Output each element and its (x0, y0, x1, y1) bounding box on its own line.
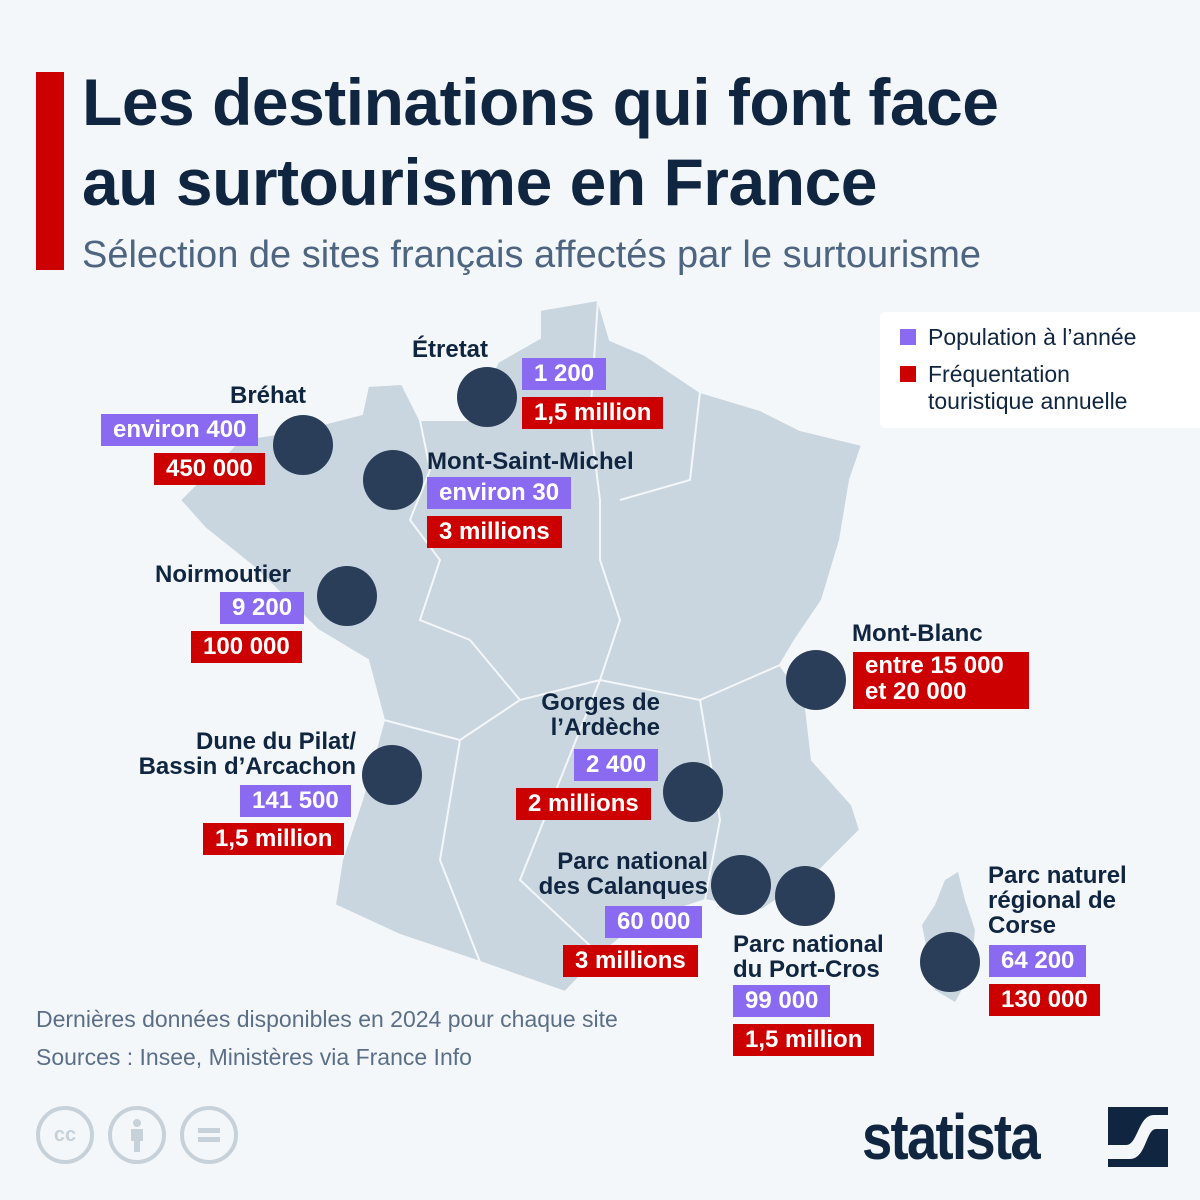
visitors-box: 1,5 million (203, 823, 345, 855)
attribution-icon[interactable] (108, 1106, 166, 1164)
site-name: Mont-Blanc (852, 620, 983, 647)
population-box: 64 200 (989, 945, 1087, 977)
visitors-box: 1,5 million (733, 1024, 875, 1056)
population-box: environ 30 (427, 477, 572, 509)
site-name: Parc national des Calanques (538, 848, 708, 900)
population-box: 60 000 (605, 906, 703, 938)
statista-wave-icon (1108, 1107, 1168, 1167)
page-title: Les destinations qui font face au surtour… (82, 62, 999, 222)
sources: Sources : Insee, Ministères via France I… (36, 1044, 472, 1070)
legend-swatch (900, 366, 916, 382)
visitors-box: entre 15 000 et 20 000 (853, 652, 1029, 709)
statista-logo[interactable]: statista (862, 1100, 1168, 1174)
title-line: au surtourisme en France (82, 145, 877, 219)
site-marker-etretat[interactable] (457, 367, 517, 427)
site-marker-mont-blanc[interactable] (786, 650, 846, 710)
visitors-box: 450 000 (154, 453, 265, 485)
visitors-box: 3 millions (427, 516, 562, 548)
legend: Population à l’année Fréquentation touri… (880, 312, 1200, 428)
subtitle: Sélection de sites français affectés par… (82, 234, 982, 276)
site-name: Dune du Pilat/ Bassin d’Arcachon (138, 728, 356, 780)
data-note: Dernières données disponibles en 2024 po… (36, 1006, 618, 1032)
legend-label: Fréquentation touristique annuelle (928, 361, 1128, 414)
site-marker-calanques[interactable] (711, 855, 771, 915)
visitors-box: 1,5 million (522, 397, 664, 429)
site-name: Parc naturel régional de Corse (988, 862, 1127, 939)
license-icons[interactable]: cc (36, 1106, 238, 1164)
site-name: Bréhat (230, 382, 307, 409)
site-name: Étretat (412, 336, 489, 363)
cc-icon[interactable]: cc (36, 1106, 94, 1164)
site-name: Mont-Saint-Michel (427, 448, 634, 475)
population-box: 9 200 (220, 592, 305, 624)
site-marker-noirmoutier[interactable] (317, 566, 377, 626)
footnotes: Dernières données disponibles en 2024 po… (36, 1000, 618, 1076)
population-box: 2 400 (574, 749, 659, 781)
site-marker-mont-saint-michel[interactable] (363, 450, 423, 510)
site-name: Noirmoutier (155, 561, 292, 588)
visitors-box: 100 000 (191, 631, 302, 663)
population-box: environ 400 (101, 414, 259, 446)
site-marker-pilat[interactable] (362, 745, 422, 805)
site-marker-port-cros[interactable] (775, 866, 835, 926)
legend-item-frequentation: Fréquentation touristique annuelle (900, 361, 1200, 415)
no-derivatives-icon[interactable] (180, 1106, 238, 1164)
legend-swatch (900, 329, 916, 345)
legend-item-population: Population à l’année (900, 324, 1200, 351)
visitors-box: 130 000 (989, 984, 1100, 1016)
logo-text: statista (862, 1101, 1041, 1173)
population-box: 141 500 (240, 785, 351, 817)
population-box: 1 200 (522, 358, 607, 390)
legend-label: Population à l’année (928, 324, 1137, 350)
title-line: Les destinations qui font face (82, 65, 999, 139)
site-marker-ardeche[interactable] (663, 762, 723, 822)
site-name: Parc national du Port-Cros (733, 931, 884, 983)
site-marker-brehat[interactable] (273, 415, 333, 475)
site-name: Gorges de l’Ardèche (541, 689, 660, 741)
title-accent-bar (36, 72, 64, 270)
region-borders (383, 299, 781, 963)
population-box: 99 000 (733, 985, 831, 1017)
visitors-box: 2 millions (516, 788, 651, 820)
visitors-box: 3 millions (563, 945, 698, 977)
site-marker-corse[interactable] (920, 932, 980, 992)
